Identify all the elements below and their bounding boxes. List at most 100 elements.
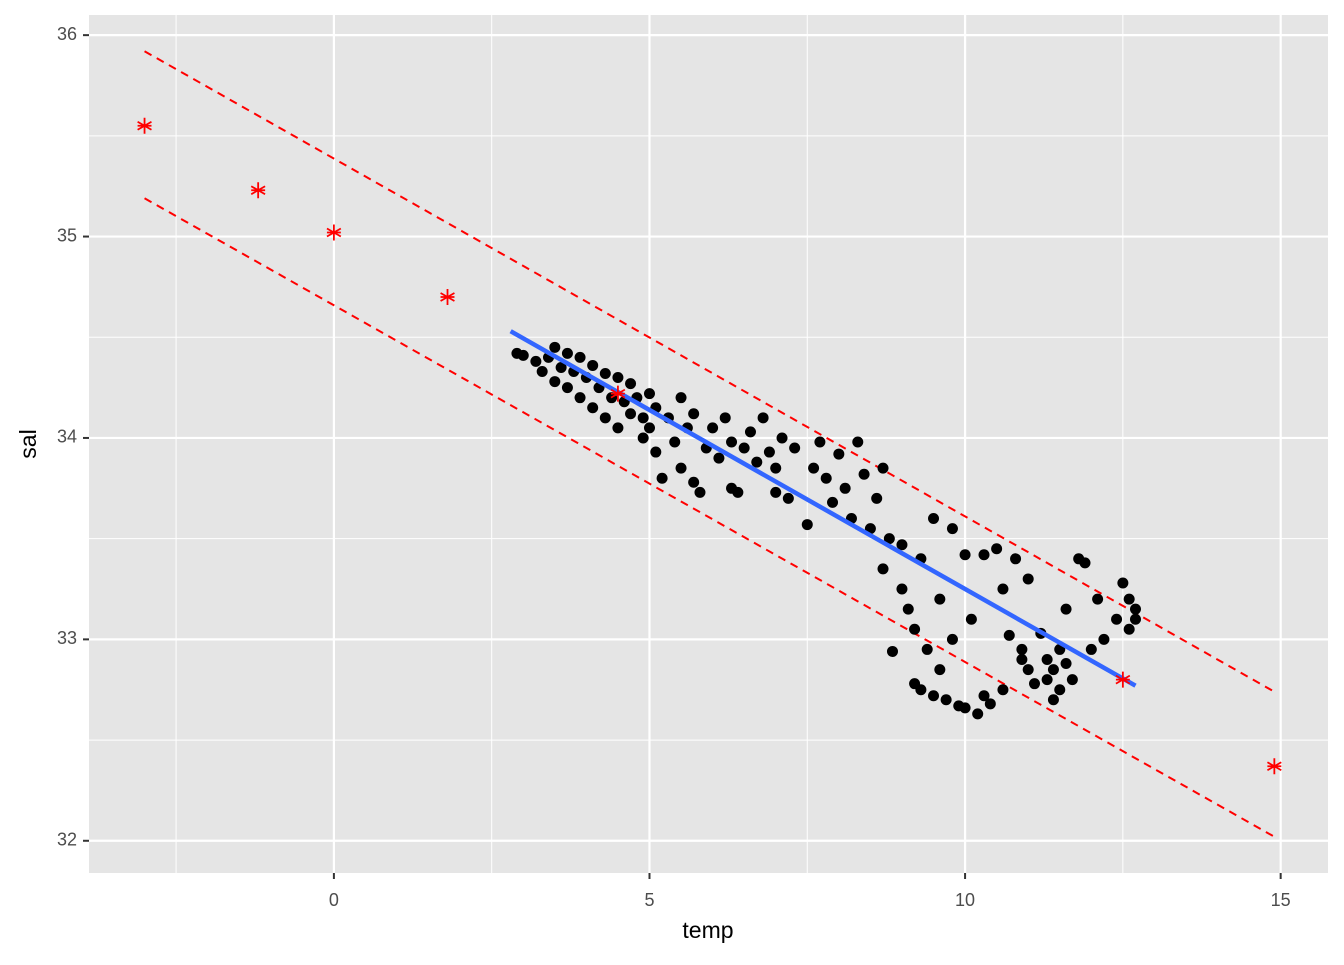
point <box>1047 694 1059 706</box>
point <box>1054 684 1066 696</box>
y-tick-label: 32 <box>57 830 77 850</box>
point <box>770 462 782 474</box>
plot-layer <box>89 15 1328 873</box>
point <box>827 496 839 508</box>
star-point <box>1266 758 1282 775</box>
point <box>928 513 940 525</box>
star-point <box>250 182 266 199</box>
point <box>946 523 958 535</box>
point <box>650 446 662 458</box>
point <box>1123 623 1135 635</box>
point <box>719 412 731 424</box>
point <box>549 376 561 388</box>
x-axis-title: temp <box>682 917 733 943</box>
point <box>1098 633 1110 645</box>
point <box>726 436 738 448</box>
point <box>1129 613 1141 625</box>
point <box>707 422 719 434</box>
point <box>1111 613 1123 625</box>
point <box>833 448 845 460</box>
star-point <box>610 385 626 402</box>
x-tick-label: 5 <box>644 890 654 910</box>
point <box>1123 593 1135 605</box>
point <box>643 388 655 400</box>
point <box>940 694 952 706</box>
point <box>738 442 750 454</box>
point <box>561 347 573 359</box>
point <box>1029 678 1041 690</box>
point <box>814 436 826 448</box>
point <box>625 378 637 390</box>
point <box>757 412 769 424</box>
point <box>744 426 756 438</box>
point <box>1022 573 1034 585</box>
point <box>574 351 586 363</box>
point <box>959 549 971 561</box>
point <box>782 492 794 504</box>
point <box>820 472 832 484</box>
point <box>1041 654 1053 666</box>
star-point <box>326 224 342 241</box>
point <box>877 563 889 575</box>
point <box>561 382 573 394</box>
point <box>549 341 561 353</box>
point <box>1016 643 1028 655</box>
point <box>921 643 933 655</box>
point <box>694 486 706 498</box>
point <box>612 422 624 434</box>
point <box>928 690 940 702</box>
point <box>555 361 567 373</box>
point <box>1003 629 1015 641</box>
point <box>688 408 700 420</box>
point <box>839 482 851 494</box>
star-point <box>137 117 152 134</box>
point <box>612 372 624 384</box>
point <box>808 462 820 474</box>
point <box>902 603 914 615</box>
point <box>1060 658 1072 670</box>
point <box>1085 643 1097 655</box>
point <box>997 583 1009 595</box>
point <box>984 698 996 710</box>
star-point <box>1115 671 1131 688</box>
point <box>713 452 725 464</box>
point <box>517 349 529 361</box>
point <box>763 446 775 458</box>
star-point <box>440 288 455 305</box>
point <box>1079 557 1091 569</box>
point <box>643 422 655 434</box>
point <box>1022 664 1034 676</box>
point <box>530 355 542 367</box>
point <box>587 359 599 371</box>
point <box>896 583 908 595</box>
point <box>770 486 782 498</box>
point <box>1041 674 1053 686</box>
point <box>1016 654 1028 666</box>
y-tick-label: 33 <box>57 628 77 648</box>
point <box>934 593 946 605</box>
point <box>978 690 990 702</box>
limit-line <box>144 197 1275 838</box>
point <box>915 684 927 696</box>
point <box>1066 674 1078 686</box>
y-tick-label: 36 <box>57 24 77 44</box>
point <box>946 633 958 645</box>
point <box>858 468 870 480</box>
point <box>688 476 700 488</box>
point <box>896 539 908 551</box>
point <box>1129 603 1141 615</box>
point <box>789 442 801 454</box>
point <box>669 436 681 448</box>
point <box>972 708 984 720</box>
point <box>991 543 1003 555</box>
point <box>751 456 763 468</box>
point <box>675 392 687 404</box>
point <box>599 368 611 380</box>
point <box>978 549 990 561</box>
point <box>587 402 599 414</box>
point <box>934 664 946 676</box>
point <box>637 412 649 424</box>
point <box>1010 553 1022 565</box>
y-tick-label: 35 <box>57 225 77 245</box>
point <box>732 486 744 498</box>
